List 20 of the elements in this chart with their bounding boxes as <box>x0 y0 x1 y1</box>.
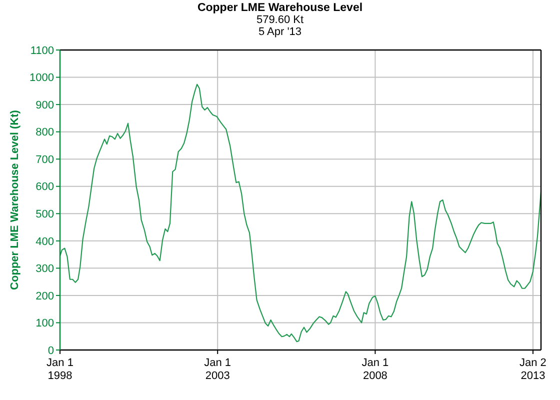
y-tick-label: 400 <box>36 236 54 248</box>
y-tick-label: 1100 <box>30 44 54 57</box>
y-tick-label: 500 <box>36 208 54 220</box>
y-tick-label: 0 <box>48 344 54 357</box>
y-tick-label: 100 <box>36 318 54 330</box>
chart-title: Copper LME Warehouse Level <box>197 2 363 14</box>
x-tick-label: Jan 1 1998 <box>46 357 74 382</box>
y-tick-label: 800 <box>36 126 54 139</box>
x-tick-label: Jan 1 2003 <box>204 357 232 382</box>
y-tick-label: 700 <box>36 154 54 166</box>
y-tick-label: 200 <box>36 290 54 302</box>
x-tick-label: Jan 2 2013 <box>520 357 546 382</box>
y-tick-label: 300 <box>36 263 54 276</box>
line-series <box>59 84 542 342</box>
y-axis-title: Copper LME Warehouse Level (Kt) <box>9 110 21 290</box>
x-tick-label: Jan 1 2008 <box>362 357 389 382</box>
y-tick-label: 900 <box>36 99 54 112</box>
y-tick-label: 1000 <box>30 72 54 84</box>
y-tick-label: 600 <box>36 181 54 194</box>
chart-subtitle: 579.60 Kt 5 Apr '13 <box>256 14 304 38</box>
